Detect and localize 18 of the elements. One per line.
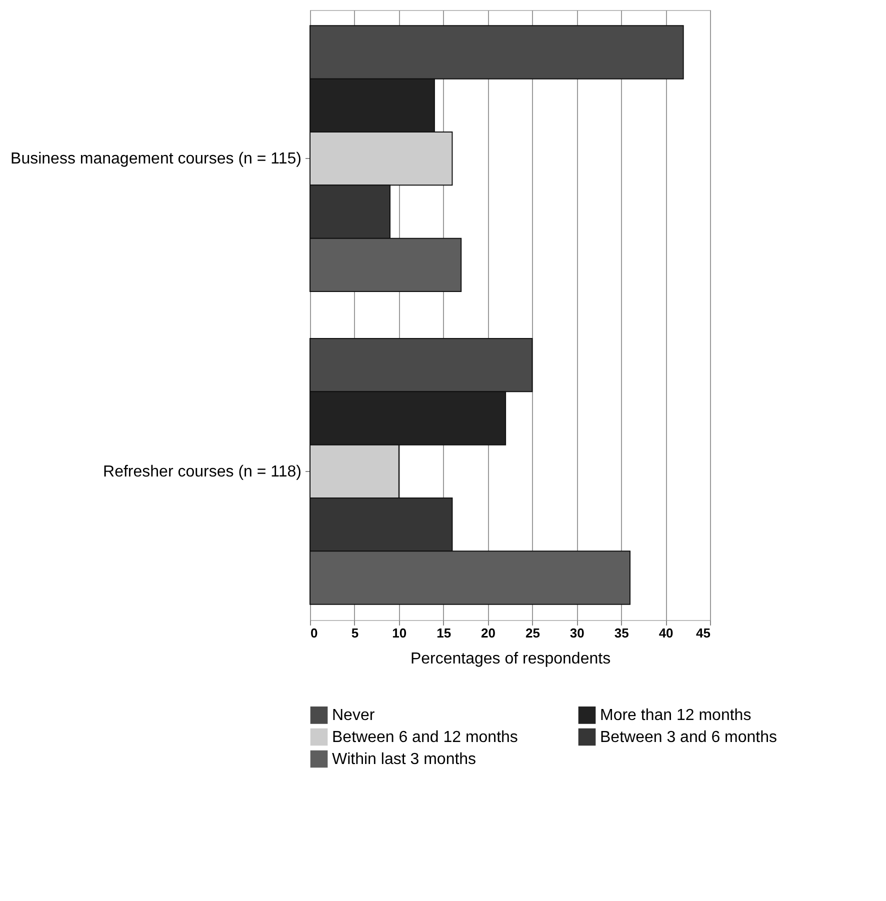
x-tick-label: 10 (392, 626, 407, 640)
x-tick-label: 15 (436, 626, 452, 640)
x-axis-title: Percentages of respondents (410, 650, 611, 668)
legend-label: Between 6 and 12 months (332, 729, 518, 746)
x-tick-label: 30 (570, 626, 584, 640)
x-tick-label: 5 (351, 626, 359, 640)
y-tick-label: Business management courses (n = 115) (10, 150, 302, 168)
y-tick-label: Refresher courses (n = 118) (103, 463, 302, 480)
x-tick-label: 0 (310, 626, 318, 640)
x-tick-label: 20 (481, 626, 496, 640)
legend-label: Between 3 and 6 months (600, 729, 778, 746)
legend-label: Within last 3 months (332, 751, 476, 768)
x-tick-label: 25 (525, 626, 540, 640)
x-tick-label: 35 (614, 626, 629, 640)
legend-label: More than 12 months (600, 707, 752, 724)
legend-label: Never (332, 707, 376, 724)
x-tick-label: 40 (658, 626, 674, 640)
x-tick-label: 45 (696, 626, 710, 640)
